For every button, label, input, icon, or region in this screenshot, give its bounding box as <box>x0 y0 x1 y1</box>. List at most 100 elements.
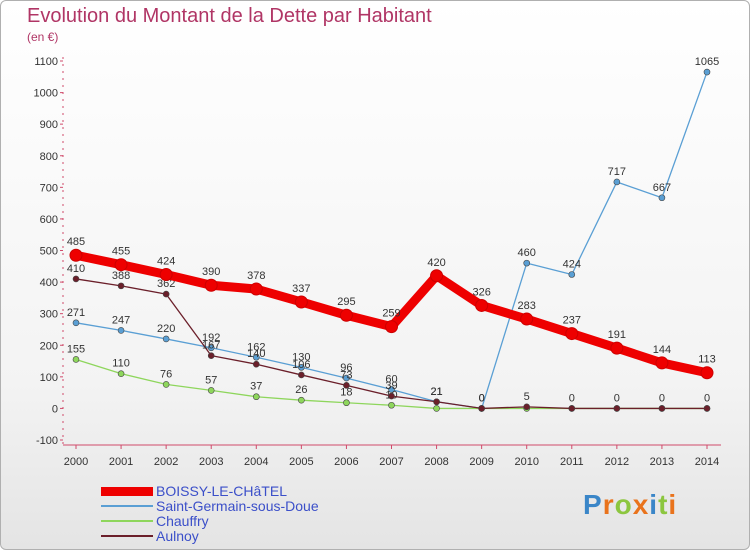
data-label: 167 <box>202 340 220 352</box>
data-label: 76 <box>160 368 172 380</box>
data-label: 667 <box>653 182 671 194</box>
x-tick-label: 2008 <box>424 456 448 468</box>
data-label: 0 <box>704 392 710 404</box>
legend-label: Saint-Germain-sous-Doue <box>156 498 319 514</box>
data-label: 144 <box>653 344 671 356</box>
x-tick-label: 2014 <box>695 456 719 468</box>
data-label: 424 <box>157 256 175 268</box>
data-label: 259 <box>382 308 400 320</box>
data-point <box>159 268 173 282</box>
data-point <box>162 335 170 343</box>
data-label: 378 <box>247 270 265 282</box>
data-point <box>252 353 260 361</box>
data-label: 5 <box>524 391 530 403</box>
data-point <box>565 327 579 341</box>
data-label: 0 <box>569 392 575 404</box>
legend-swatch-saint-germain <box>101 505 153 507</box>
y-tick-label: 1100 <box>34 56 58 68</box>
data-label: 162 <box>247 341 265 353</box>
data-label: 455 <box>112 246 130 258</box>
x-tick-label: 2003 <box>199 456 223 468</box>
data-label: 460 <box>518 247 536 259</box>
logo-letter: i <box>668 489 678 520</box>
data-label: 485 <box>67 236 85 248</box>
data-point <box>658 405 666 412</box>
legend-swatch-aulnoy <box>101 535 153 537</box>
x-tick-label: 2004 <box>244 456 268 468</box>
data-label: 113 <box>698 354 716 366</box>
data-point <box>207 344 215 352</box>
data-point <box>339 308 353 322</box>
data-label: 362 <box>157 278 175 290</box>
data-label: 130 <box>292 351 310 363</box>
data-point <box>298 396 305 404</box>
data-point <box>655 356 669 370</box>
data-point <box>523 403 531 411</box>
y-tick-label: 800 <box>40 151 58 163</box>
data-point <box>294 295 308 309</box>
series-line <box>75 71 708 410</box>
data-point <box>703 68 711 76</box>
y-tick-label: 200 <box>40 340 58 352</box>
data-label: 388 <box>112 270 130 282</box>
data-point <box>117 327 125 334</box>
legend-swatch-chauffry <box>101 520 153 522</box>
data-point <box>117 370 125 377</box>
legend-item: Chauffry <box>101 514 431 529</box>
y-axis-unit: (en €) <box>27 30 59 44</box>
data-label: 0 <box>614 392 620 404</box>
data-label: 326 <box>472 286 490 298</box>
legend-item: Aulnoy <box>101 529 431 544</box>
data-label: 1065 <box>695 56 719 68</box>
data-label: 21 <box>430 386 442 398</box>
data-point <box>204 278 218 292</box>
data-point <box>475 298 489 312</box>
data-label: 26 <box>295 384 307 396</box>
data-point <box>658 194 666 202</box>
proxiti-logo: Proxiti <box>583 489 677 521</box>
data-point <box>388 401 395 409</box>
data-label: 0 <box>479 392 485 404</box>
x-tick-label: 2001 <box>109 456 133 468</box>
x-tick-label: 2007 <box>379 456 403 468</box>
data-label: 295 <box>337 296 355 308</box>
data-label: 73 <box>340 369 352 381</box>
y-tick-label: 400 <box>40 277 58 289</box>
data-point <box>430 269 444 283</box>
data-point <box>298 364 305 371</box>
data-point <box>700 366 714 380</box>
data-point <box>343 374 350 382</box>
y-tick-label: 500 <box>40 246 58 258</box>
x-tick-label: 2012 <box>605 456 629 468</box>
x-tick-label: 2010 <box>514 456 538 468</box>
data-point <box>433 398 440 406</box>
data-label: 60 <box>385 373 397 385</box>
data-label: 39 <box>385 380 397 392</box>
data-point <box>568 271 576 278</box>
data-point <box>385 320 398 334</box>
data-label: 420 <box>427 257 445 269</box>
data-point <box>117 282 125 290</box>
data-label: 21 <box>430 386 442 398</box>
data-point <box>162 290 170 298</box>
logo-letter: r <box>602 489 615 520</box>
data-label: 220 <box>157 323 175 335</box>
data-label: 283 <box>518 300 536 312</box>
data-label: 0 <box>659 392 665 404</box>
legend-label: Chauffry <box>156 513 209 529</box>
data-point <box>520 312 534 326</box>
logo-letter: x <box>632 489 650 520</box>
legend: BOISSY-LE-CHâTEL Saint-Germain-sous-Doue… <box>101 484 431 544</box>
legend-swatch-boissy <box>101 487 153 496</box>
data-label: 424 <box>563 259 581 271</box>
data-point <box>72 356 80 363</box>
data-label: 717 <box>608 166 626 178</box>
data-point <box>207 387 215 394</box>
data-label: 192 <box>202 332 220 344</box>
x-tick-label: 2000 <box>64 456 88 468</box>
legend-item: BOISSY-LE-CHâTEL <box>101 484 431 499</box>
data-point <box>343 382 350 389</box>
data-point <box>388 392 395 400</box>
data-label: 37 <box>250 381 262 393</box>
y-tick-label: 700 <box>40 182 58 194</box>
